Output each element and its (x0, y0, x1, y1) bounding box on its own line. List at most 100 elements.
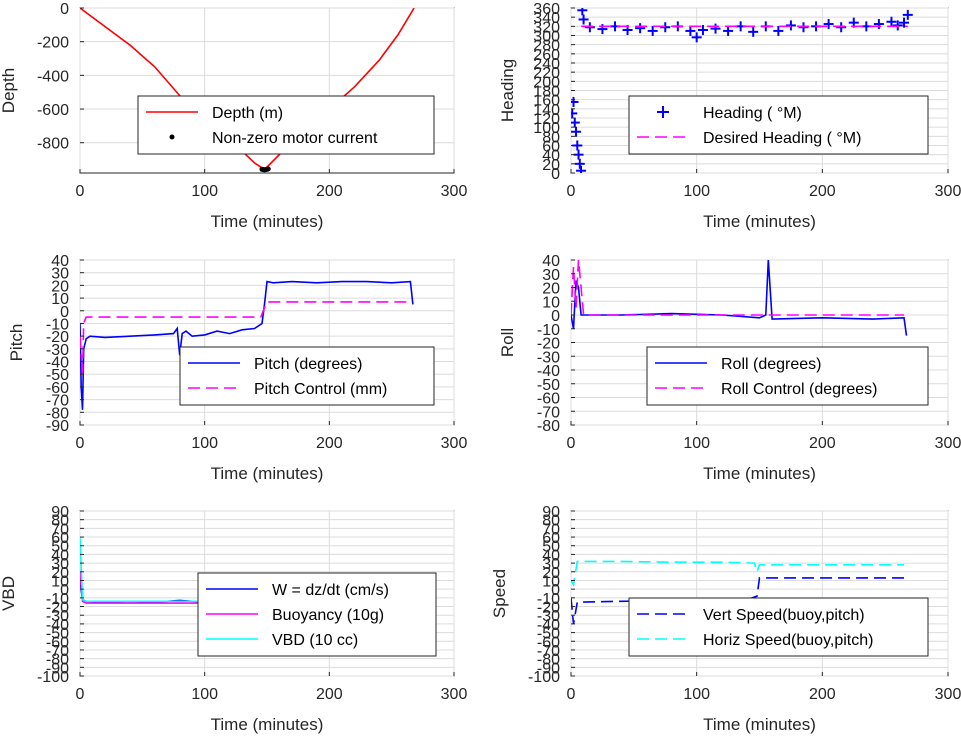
y-tick-label: 30 (542, 556, 560, 573)
data-point (697, 25, 708, 35)
y-tick-label: -800 (37, 136, 69, 153)
x-tick-label: 200 (809, 435, 836, 452)
y-tick-label: -20 (46, 600, 69, 617)
y-axis-label: Speed (490, 569, 509, 618)
legend-swatch (169, 134, 175, 140)
legend-label: Pitch (degrees) (254, 356, 363, 373)
data-point (873, 19, 884, 30)
legend-label: Non-zero motor current (212, 130, 378, 147)
y-tick-label: -40 (46, 355, 69, 372)
y-tick-label: 80 (542, 513, 560, 530)
legend-box (628, 597, 929, 657)
data-point (574, 158, 585, 169)
series-horiz-speed-buoy-pitch (571, 560, 904, 588)
data-point (584, 22, 595, 33)
y-axis-label: Depth (0, 68, 18, 113)
legend: W = dz/dt (cm/s) Buoyancy (10g) VBD (10 cc… (197, 572, 437, 657)
data-point (773, 25, 784, 36)
y-tick-label: 0 (60, 582, 69, 599)
series-pitch-degrees (80, 280, 414, 410)
data-point (635, 23, 646, 34)
data-point (571, 117, 580, 128)
y-tick-label: -90 (537, 660, 560, 677)
y-axis-label: Heading (498, 59, 517, 122)
legend: Depth (m) Non-zero motor current (137, 95, 435, 155)
data-point (685, 25, 696, 36)
data-point (886, 16, 897, 27)
x-tick-label: 100 (683, 183, 710, 200)
y-tick-label: -90 (46, 660, 69, 677)
y-tick-label: 220 (533, 65, 560, 82)
y-tick-label: -600 (37, 102, 69, 119)
y-tick-label: 0 (551, 308, 560, 325)
legend-label: VBD (10 cc) (272, 632, 358, 649)
x-tick-label: 0 (567, 183, 576, 200)
y-axis-label: VBD (0, 576, 18, 611)
x-tick-label: 200 (809, 183, 836, 200)
x-tick-label: 0 (567, 435, 576, 452)
y-tick-label: -80 (46, 652, 69, 669)
y-tick-label: -10 (46, 316, 69, 333)
data-point (899, 17, 910, 28)
y-tick-label: 30 (51, 556, 69, 573)
y-tick-label: -60 (46, 380, 69, 397)
y-axis-label: Roll (498, 328, 517, 357)
y-tick-label: 10 (51, 291, 69, 308)
y-tick-label: -40 (537, 617, 560, 634)
y-tick-label: 40 (542, 148, 560, 165)
chart-panel-5: 0 100 200 3009080706050403020100-10-20-30-4… (0, 504, 467, 734)
data-point (748, 26, 759, 37)
series-roll-degrees (571, 260, 908, 336)
x-tick-label: 200 (316, 435, 343, 452)
chart-panel-4: 0 100 200 300403020100-10-20-30-40-50-60-70… (498, 253, 961, 483)
legend-label: Pitch Control (mm) (254, 381, 387, 398)
x-axis-label: Time (minutes) (703, 464, 816, 483)
y-tick-label: 10 (542, 294, 560, 311)
y-tick-label: -70 (46, 393, 69, 410)
y-tick-label: 20 (51, 278, 69, 295)
x-tick-label: 100 (683, 435, 710, 452)
y-tick-label: -100 (37, 669, 69, 686)
x-tick-label: 300 (441, 435, 468, 452)
data-point (892, 20, 903, 31)
y-tick-label: -20 (46, 329, 69, 346)
x-tick-label: 200 (809, 686, 836, 703)
y-tick-label: 90 (542, 504, 560, 521)
x-tick-label: 0 (76, 183, 85, 200)
y-tick-label: 160 (533, 93, 560, 110)
y-tick-label: 30 (542, 267, 560, 284)
legend-label: Buoyancy (10g) (272, 607, 384, 624)
x-tick-label: 0 (76, 686, 85, 703)
data-point (647, 25, 658, 36)
data-point (660, 22, 671, 33)
x-tick-label: 300 (935, 686, 961, 703)
y-tick-label: -50 (537, 377, 560, 394)
data-point (576, 165, 587, 173)
legend-label: Depth (m) (212, 105, 283, 122)
y-tick-label: -10 (46, 591, 69, 608)
x-tick-label: 300 (441, 686, 468, 703)
y-tick-label: 70 (51, 521, 69, 538)
y-tick-label: -90 (46, 418, 69, 435)
data-point (823, 19, 834, 30)
y-tick-label: 0 (551, 582, 560, 599)
data-point (571, 96, 579, 107)
y-tick-label: 140 (533, 102, 560, 119)
y-tick-label: 50 (51, 539, 69, 556)
x-tick-label: 200 (316, 183, 343, 200)
y-tick-label: 100 (533, 120, 560, 137)
y-tick-label: -20 (537, 336, 560, 353)
x-axis-label: Time (minutes) (211, 212, 324, 231)
data-point (836, 22, 847, 33)
y-tick-label: 280 (533, 38, 560, 55)
y-tick-label: 60 (51, 530, 69, 547)
y-tick-label: 20 (51, 565, 69, 582)
x-axis-label: Time (minutes) (703, 715, 816, 734)
data-point (571, 108, 578, 119)
y-tick-label: 240 (533, 56, 560, 73)
y-tick-label: 40 (51, 253, 69, 270)
y-tick-label: -70 (46, 643, 69, 660)
y-tick-label: 360 (533, 1, 560, 18)
series-pitch-control-mm (80, 301, 411, 375)
data-point (265, 166, 271, 172)
